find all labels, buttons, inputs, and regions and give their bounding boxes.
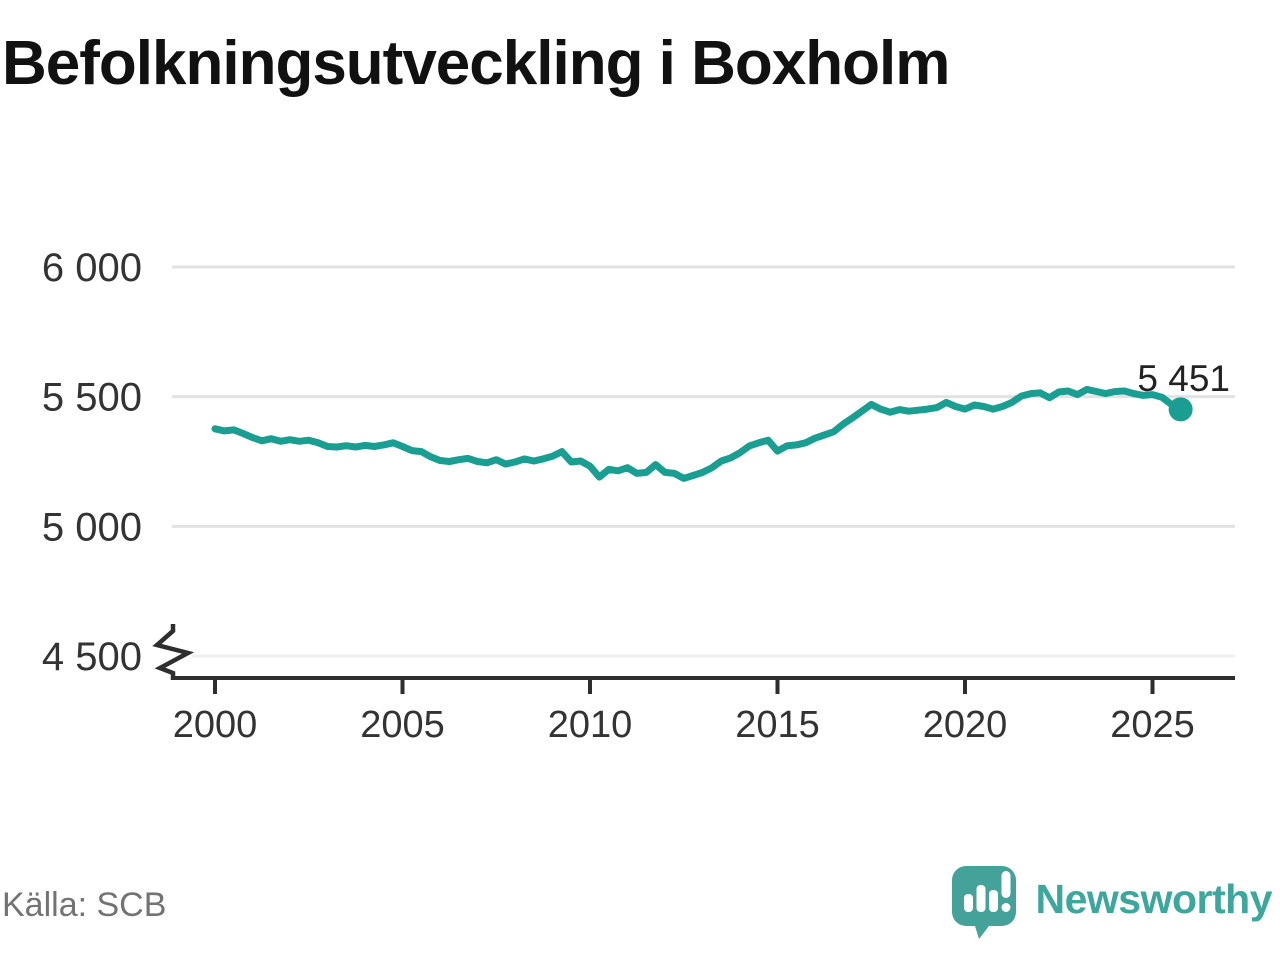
y-axis-tick-label: 6 000 [42,246,142,290]
x-axis-tick-label: 2020 [923,704,1008,746]
axis-break-icon [152,624,195,680]
y-axis-tick-label: 5 000 [42,505,142,549]
population-series-line [211,385,1185,482]
x-axis-tick-label: 2005 [360,704,445,746]
source-label: Källa: SCB [2,886,167,924]
newsworthy-logo: Newsworthy [944,858,1273,940]
newsworthy-logo-text: Newsworthy [1035,875,1273,922]
x-axis-tick-label: 2025 [1110,704,1195,746]
x-axis-tick-label: 2015 [735,704,820,746]
chart-title: Befolkningsutveckling i Boxholm [2,29,950,98]
x-axis-tick-label: 2000 [173,704,258,746]
newsworthy-logo-icon [951,866,1016,939]
y-axis-tick-label: 4 500 [42,635,142,679]
y-axis-tick-label: 5 500 [42,376,142,420]
latest-value-marker [1168,397,1193,422]
latest-value-label: 5 451 [1137,358,1230,399]
x-axis-tick-label: 2010 [548,704,633,746]
